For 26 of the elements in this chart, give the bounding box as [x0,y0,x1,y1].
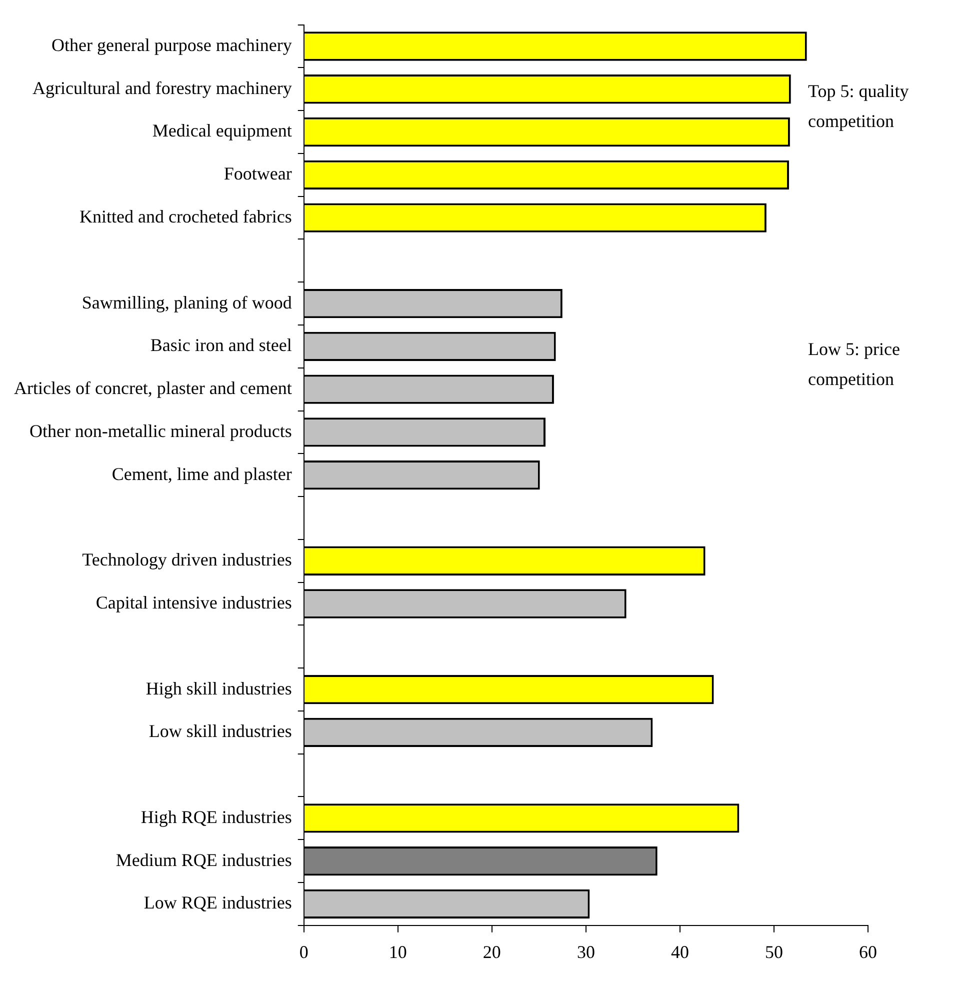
x-tick-label: 20 [482,942,501,962]
y-tick-label: Knitted and crocheted fabrics [79,206,292,227]
x-tick-label: 10 [388,942,407,962]
y-tick-label: Sawmilling, planing of wood [82,292,292,312]
y-tick-label: Medium RQE industries [116,850,292,870]
y-tick-label: Technology driven industries [82,550,292,570]
y-tick-label: Agricultural and forestry machinery [32,78,292,98]
x-tick-label: 0 [299,942,308,962]
y-tick-label: High RQE industries [140,806,292,827]
annotation: Top 5: quality competition [808,80,910,133]
x-tick-label: 30 [576,942,595,962]
y-tick-label: Cement, lime and plaster [112,464,292,484]
y-tick-label: Medical equipment [152,120,292,141]
y-tick-label: Low RQE industries [144,892,292,913]
y-tick-label: Footwear [224,164,292,184]
x-tick-label: 50 [764,942,783,962]
y-tick-label: Other non-metallic mineral products [29,420,292,441]
annotation: Low 5: price competition [808,338,901,391]
y-tick-label: Capital intensive industries [96,592,292,612]
y-tick-label: Basic iron and steel [150,335,292,356]
y-tick-label: Other general purpose machinery [51,34,292,55]
x-tick-label: 60 [859,942,877,962]
y-tick-label: Articles of concret, plaster and cement [14,378,292,398]
y-tick-label: Low skill industries [148,721,292,742]
y-tick-label: High skill industries [146,678,292,698]
x-tick-label: 40 [670,942,689,962]
